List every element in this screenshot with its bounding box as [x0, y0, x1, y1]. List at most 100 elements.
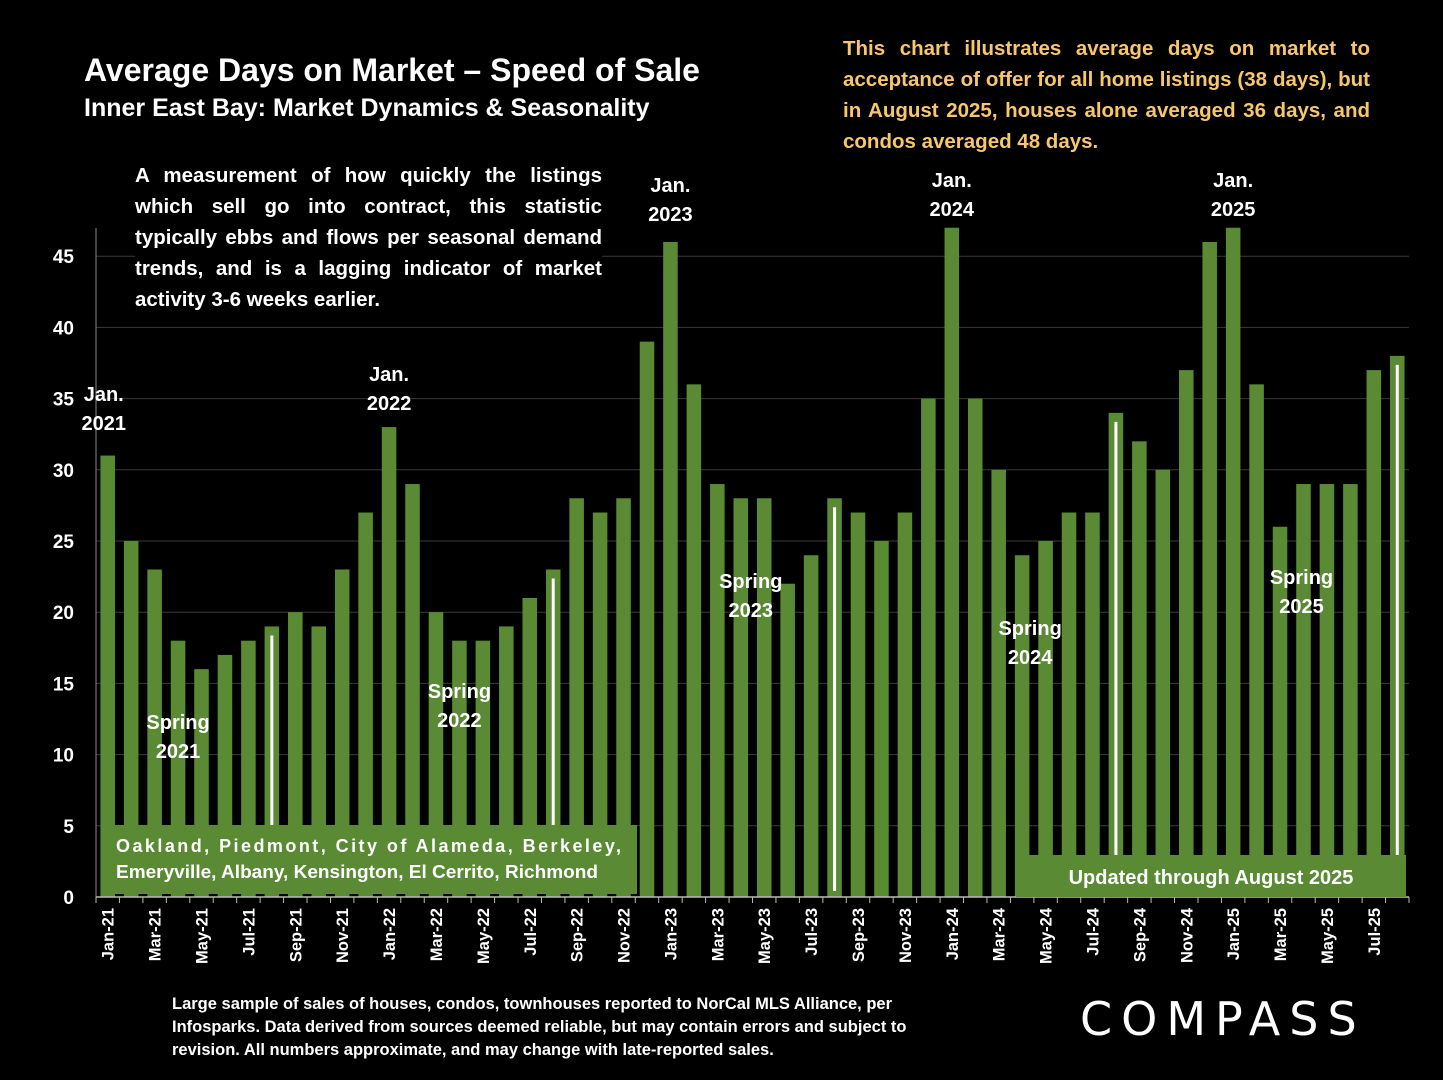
bar-Jun-23 — [780, 583, 795, 897]
spring-label: Spring — [719, 571, 782, 593]
x-tick-label: Jan-21 — [100, 908, 118, 960]
y-tick-label: 0 — [63, 888, 74, 909]
compass-logo: COMPASS — [1080, 992, 1366, 1046]
bar-Feb-24 — [967, 398, 983, 897]
jan-label: 2023 — [648, 204, 693, 226]
spring-label: Spring — [146, 712, 209, 734]
x-tick-label: Mar-25 — [1272, 908, 1290, 961]
y-tick-label: 10 — [53, 746, 74, 767]
x-tick-label: Jan-22 — [381, 908, 399, 960]
bar-Nov-21 — [334, 569, 350, 897]
bar-Jul-22 — [522, 597, 538, 897]
region-box-text: Emeryville, Albany, Kensington, El Cerri… — [116, 862, 598, 882]
chart-title: Average Days on Market – Speed of Sale — [84, 52, 700, 88]
x-tick-label: Sep-22 — [569, 908, 587, 962]
jan-label: Jan. — [369, 364, 409, 386]
jan-label: 2021 — [81, 413, 126, 435]
bar-Feb-25 — [1249, 384, 1264, 897]
x-tick-label: Nov-24 — [1178, 907, 1196, 963]
bar-Feb-23 — [686, 384, 702, 897]
spring-label: 2023 — [729, 600, 774, 622]
bar-Apr-25 — [1296, 484, 1311, 897]
x-tick-label: Jul-23 — [803, 908, 821, 956]
source-footnote: Large sample of sales of houses, condos,… — [172, 995, 907, 1059]
bar-Mar-21 — [147, 569, 162, 897]
bars — [100, 227, 1405, 898]
bar-Nov-23 — [897, 512, 913, 897]
y-tick-label: 30 — [53, 461, 74, 482]
x-tick-label: Mar-24 — [991, 907, 1009, 961]
x-tick-label: Jul-25 — [1366, 908, 1384, 956]
x-tick-label: Sep-24 — [1131, 907, 1149, 962]
bar-Jun-24 — [1061, 512, 1077, 897]
bar-Oct-24 — [1155, 469, 1171, 897]
bar-Apr-23 — [733, 498, 749, 897]
x-tick-label: Jul-24 — [1084, 907, 1102, 956]
y-tick-label: 40 — [53, 318, 74, 339]
region-box — [101, 825, 637, 894]
bar-Sep-24 — [1132, 441, 1147, 897]
description-text: A measurement of how quickly the listing… — [135, 160, 602, 315]
bar-Nov-24 — [1178, 370, 1194, 897]
x-tick-label: May-22 — [475, 908, 493, 964]
bar-Jul-23 — [803, 555, 819, 897]
spring-label: 2022 — [437, 710, 482, 732]
x-tick-label: Jul-21 — [240, 908, 258, 956]
bar-Jan-22 — [381, 427, 397, 897]
spring-label: 2021 — [156, 741, 201, 763]
bar-Sep-22 — [569, 498, 584, 897]
bar-Mar-25 — [1272, 526, 1288, 897]
updated-box-text: Updated through August 2025 — [1069, 867, 1354, 889]
bar-Dec-22 — [639, 341, 655, 897]
jan-label: Jan. — [932, 170, 972, 192]
x-tick-label: Nov-23 — [897, 908, 915, 963]
x-tick-label: May-23 — [756, 908, 774, 964]
spring-label: 2024 — [1008, 647, 1053, 669]
jan-label: 2024 — [930, 199, 975, 221]
bar-Jan-21 — [100, 455, 115, 897]
x-tick-label: Sep-21 — [287, 908, 305, 962]
bar-Jun-25 — [1343, 484, 1358, 897]
x-tick-label: Jan-23 — [662, 908, 680, 960]
bar-Dec-21 — [358, 512, 373, 897]
spring-label: Spring — [428, 681, 491, 703]
bar-Jul-25 — [1366, 370, 1382, 897]
bar-Apr-24 — [1014, 555, 1030, 897]
bar-Oct-22 — [592, 512, 608, 897]
bar-Nov-22 — [616, 498, 631, 897]
jan-label: 2025 — [1211, 199, 1256, 221]
x-axis: Jan-21 Mar-21 May-21 Jul-21 Sep-21 Nov-21 Jan-… — [95, 896, 1410, 964]
spring-label: 2025 — [1279, 596, 1324, 618]
y-axis: 0 5 10 15 20 25 30 35 40 45 — [53, 228, 97, 909]
chart-subtitle: Inner East Bay: Market Dynamics & Season… — [84, 94, 650, 122]
x-tick-label: May-25 — [1319, 908, 1337, 964]
y-tick-label: 15 — [53, 674, 75, 695]
x-tick-label: Mar-21 — [147, 908, 165, 961]
jan-label: Jan. — [1213, 170, 1253, 192]
bar-Jul-24 — [1085, 512, 1100, 897]
bar-Jan-23 — [663, 241, 678, 897]
bar-May-24 — [1038, 541, 1053, 897]
x-tick-label: Jan-24 — [944, 907, 962, 960]
annotations: Jan. 2021 Jan. 2022 Jan. 2023 Jan. 2024 Jan. 2025… — [81, 170, 1406, 897]
x-tick-label: Jan-25 — [1225, 908, 1243, 960]
bar-Jan-25 — [1225, 227, 1241, 898]
jan-label: Jan. — [84, 384, 124, 406]
y-tick-label: 35 — [53, 390, 75, 411]
jan-label: Jan. — [650, 175, 690, 197]
spring-label: Spring — [998, 618, 1061, 640]
bar-May-25 — [1319, 484, 1335, 897]
x-tick-label: Nov-21 — [334, 908, 352, 963]
bar-Dec-24 — [1202, 241, 1217, 897]
jan-label: 2022 — [367, 393, 412, 415]
bar-Feb-21 — [123, 541, 139, 897]
x-tick-label: May-21 — [194, 908, 212, 964]
bar-Mar-23 — [710, 484, 725, 897]
bar-Oct-23 — [874, 541, 889, 897]
bar-Sep-23 — [850, 512, 866, 897]
spring-label: Spring — [1270, 567, 1333, 589]
y-tick-label: 20 — [53, 603, 74, 624]
x-tick-label: May-24 — [1038, 907, 1056, 964]
x-tick-label: Mar-22 — [428, 908, 446, 961]
